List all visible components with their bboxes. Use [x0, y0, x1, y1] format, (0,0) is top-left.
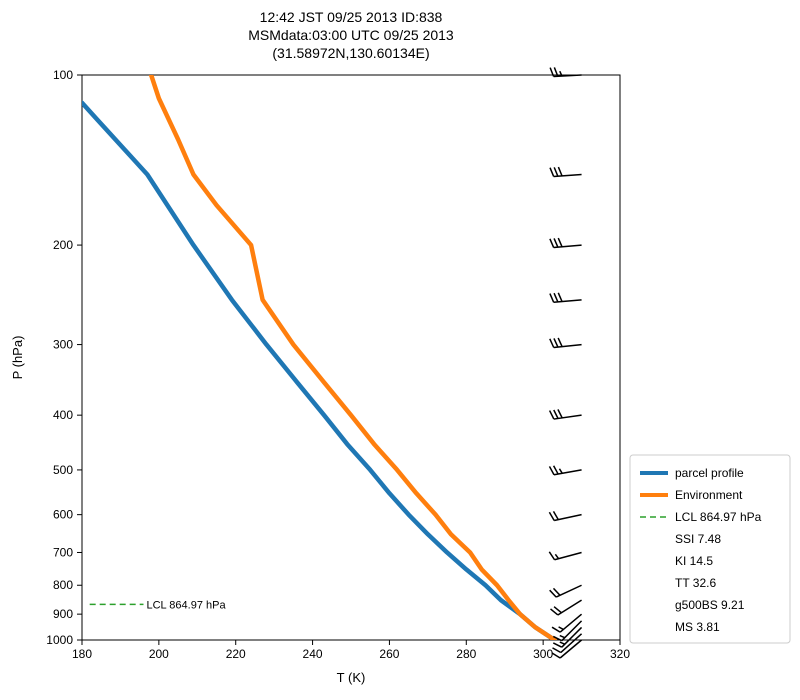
legend-label: KI 14.5: [675, 554, 713, 568]
wind-barb: [549, 466, 581, 475]
wind-barb: [550, 585, 582, 597]
legend-label: LCL 864.97 hPa: [675, 510, 762, 524]
parcel-profile-line: [82, 103, 555, 640]
plot-border: [82, 75, 620, 640]
x-axis-label: T (K): [337, 670, 366, 685]
chart-title-line3: (31.58972N,130.60134E): [272, 45, 429, 61]
environment-line: [151, 75, 555, 640]
y-tick-label: 500: [53, 463, 73, 477]
y-tick-label: 1000: [46, 633, 73, 647]
legend-label: Environment: [675, 488, 743, 502]
lcl-annotation: LCL 864.97 hPa: [146, 599, 226, 611]
wind-barb: [552, 614, 582, 632]
profile-chart: 180 200 220 240 260 280 300 320 100 200 300 400 500 6…: [0, 0, 800, 700]
chart-container: 180 200 220 240 260 280 300 320 100 200 300 400 500 6…: [0, 0, 800, 700]
y-tick-label: 100: [53, 68, 73, 82]
wind-barb: [550, 293, 582, 302]
y-tick-label: 900: [53, 607, 73, 621]
legend-label: g500BS 9.21: [675, 598, 745, 612]
x-tick-label: 300: [533, 647, 553, 661]
wind-barb: [549, 511, 581, 520]
x-tick-label: 200: [149, 647, 169, 661]
wind-barb: [550, 409, 582, 419]
y-tick-label: 800: [53, 578, 73, 592]
y-tick-label: 300: [53, 338, 73, 352]
y-tick-label: 200: [53, 238, 73, 252]
x-tick-label: 320: [610, 647, 630, 661]
y-tick-label: 600: [53, 508, 73, 522]
legend-label: SSI 7.48: [675, 532, 721, 546]
legend-label: parcel profile: [675, 466, 744, 480]
x-tick-label: 260: [379, 647, 399, 661]
x-tick-label: 220: [226, 647, 246, 661]
y-tick-label: 400: [53, 408, 73, 422]
wind-barb: [550, 238, 582, 247]
x-tick-label: 180: [72, 647, 92, 661]
legend-box: [630, 455, 790, 643]
x-tick-label: 240: [303, 647, 323, 661]
wind-barb: [550, 167, 582, 176]
y-axis-label: P (hPa): [10, 336, 25, 380]
wind-barb: [550, 338, 582, 348]
legend-label: TT 32.6: [675, 576, 716, 590]
legend-label: MS 3.81: [675, 620, 720, 634]
wind-barb: [549, 552, 581, 560]
y-tick-label: 700: [53, 545, 73, 559]
chart-title-line2: MSMdata:03:00 UTC 09/25 2013: [248, 27, 454, 43]
x-tick-label: 280: [456, 647, 476, 661]
chart-title-line1: 12:42 JST 09/25 2013 ID:838: [260, 9, 443, 25]
wind-barb: [551, 600, 582, 615]
